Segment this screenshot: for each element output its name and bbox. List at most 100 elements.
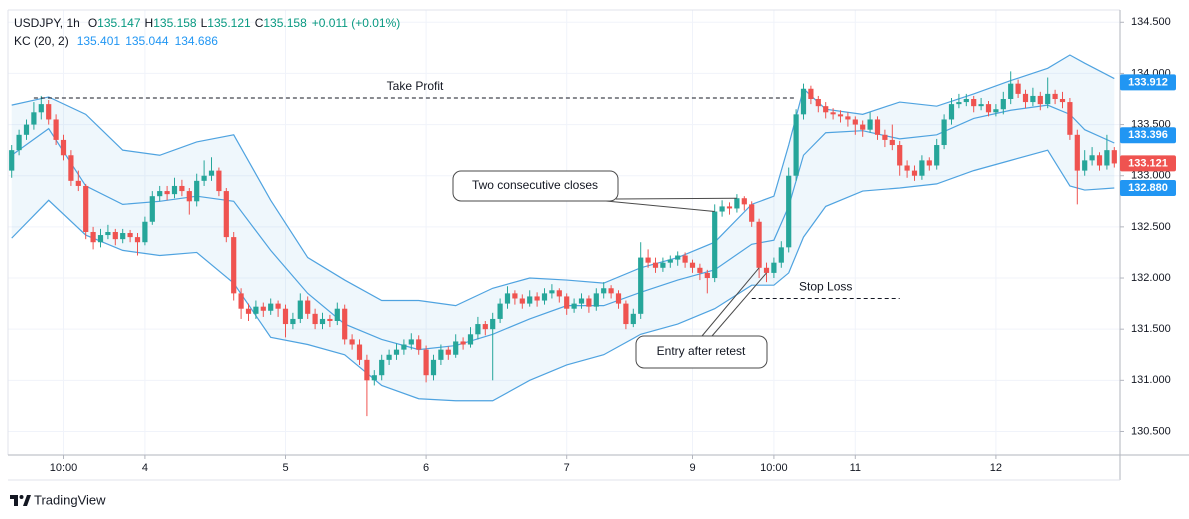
candle-body — [1104, 150, 1110, 166]
candle-body — [356, 344, 363, 360]
price-tag — [1120, 74, 1176, 91]
candle-body — [845, 116, 851, 120]
candle-body — [386, 354, 392, 360]
candle-body — [1074, 134, 1080, 171]
candle-body — [171, 185, 178, 195]
callout-text: Two consecutive closes — [472, 178, 598, 192]
price-tag — [1120, 180, 1176, 196]
candle-body — [75, 180, 81, 186]
candle-body — [134, 237, 141, 243]
candle-body — [638, 257, 644, 314]
candle-body — [904, 165, 910, 171]
y-tick-label: 133.000 — [1131, 170, 1171, 182]
ohlc-value: 135.147 — [97, 16, 141, 30]
candle-body — [260, 306, 266, 311]
candle-body — [223, 191, 229, 238]
candle-body — [127, 233, 133, 238]
callout-pointer — [605, 200, 715, 213]
candle-body — [763, 267, 770, 273]
ohlc-key: L — [201, 16, 208, 30]
candle-body — [60, 139, 67, 156]
candle-body — [704, 272, 710, 279]
x-tick-label: 10:00 — [760, 462, 788, 474]
candle-body — [186, 191, 192, 202]
ohlc-value: 135.121 — [207, 16, 251, 30]
candle-body — [919, 160, 925, 176]
price-tag-label: 133.912 — [1128, 76, 1168, 88]
candle-body — [453, 341, 459, 355]
candle-body — [934, 145, 940, 166]
candle-body — [882, 134, 888, 140]
candle-body — [1089, 155, 1095, 161]
candle-body — [23, 124, 30, 135]
candle-body — [105, 231, 111, 236]
candle-body — [482, 324, 488, 330]
ohlc-key: H — [145, 16, 154, 30]
candle-body — [90, 231, 96, 243]
candle-body — [512, 293, 518, 299]
candle-body — [179, 185, 185, 192]
change: +0.011 (+0.01%) — [312, 16, 401, 30]
price-tag — [1120, 155, 1176, 172]
candle-body — [593, 293, 599, 307]
symbol: USDJPY, 1h — [14, 16, 80, 30]
candle-body — [734, 198, 740, 209]
candle-body — [1030, 95, 1036, 103]
callout-pointer — [615, 197, 737, 200]
candle-body — [697, 267, 703, 273]
candle-body — [334, 308, 340, 321]
ohlc-value: 135.158 — [263, 16, 307, 30]
candle-body — [305, 300, 311, 314]
candles — [9, 71, 1117, 417]
candle-body — [571, 303, 577, 309]
candle-body — [327, 318, 333, 321]
candle-body — [556, 290, 562, 297]
candle-body — [1059, 99, 1066, 103]
candle-body — [438, 349, 444, 360]
brand-logo — [10, 495, 31, 506]
candle-body — [786, 175, 792, 248]
candle-body — [253, 306, 259, 314]
candle-body — [268, 303, 274, 311]
x-tick-label: 12 — [990, 462, 1002, 474]
candle-body — [445, 349, 451, 355]
candle-body — [216, 170, 222, 192]
candle-body — [778, 247, 784, 263]
indicator-line: KC (20, 2) 135.401 135.044 134.686 — [14, 34, 218, 48]
candle-body — [926, 160, 932, 166]
callout-pointer — [711, 272, 767, 337]
candle-body — [408, 339, 414, 345]
callout-pointer — [701, 267, 760, 337]
candle-body — [971, 99, 977, 107]
candle-body — [490, 318, 496, 330]
y-tick-label: 131.500 — [1131, 323, 1171, 335]
candle-body — [1015, 83, 1021, 94]
y-tick-label: 134.500 — [1131, 16, 1171, 28]
candle-body — [985, 104, 992, 113]
candle-body — [475, 324, 481, 335]
candle-body — [719, 206, 725, 212]
candle-body — [349, 339, 355, 345]
y-tick-label: 132.500 — [1131, 221, 1171, 233]
candle-body — [852, 119, 858, 125]
take-profit-label: Take Profit — [387, 79, 444, 93]
price-tag-label: 132.880 — [1128, 182, 1168, 194]
candle-body — [1037, 95, 1043, 105]
candle-body — [1045, 93, 1051, 105]
candle-body — [1000, 99, 1006, 110]
candle-body — [53, 119, 59, 140]
y-tick-label: 130.500 — [1131, 425, 1171, 437]
candle-body — [1082, 160, 1088, 171]
axes: 130.500 131.000 131.500 132.000 132.500 133.0… — [50, 16, 1176, 474]
candle-body — [416, 339, 422, 350]
candle-body — [889, 139, 895, 146]
x-tick-label: 9 — [689, 462, 695, 474]
candle-body — [948, 104, 955, 120]
candle-body — [808, 88, 814, 99]
candle-body — [830, 112, 836, 115]
candle-body — [941, 119, 947, 146]
candle-body — [9, 150, 15, 171]
candle-body — [467, 334, 474, 345]
candle-body — [712, 211, 718, 279]
